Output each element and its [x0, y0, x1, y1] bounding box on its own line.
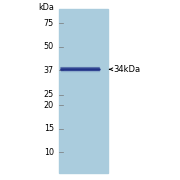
Bar	[59, 9, 108, 173]
Text: 37: 37	[44, 66, 54, 75]
Text: 25: 25	[44, 90, 54, 99]
Text: 20: 20	[44, 101, 54, 110]
Text: 75: 75	[44, 19, 54, 28]
Text: kDa: kDa	[38, 3, 54, 12]
Text: 10: 10	[44, 148, 54, 157]
Text: 15: 15	[44, 124, 54, 133]
Text: 34kDa: 34kDa	[113, 65, 141, 74]
Text: 50: 50	[44, 42, 54, 51]
